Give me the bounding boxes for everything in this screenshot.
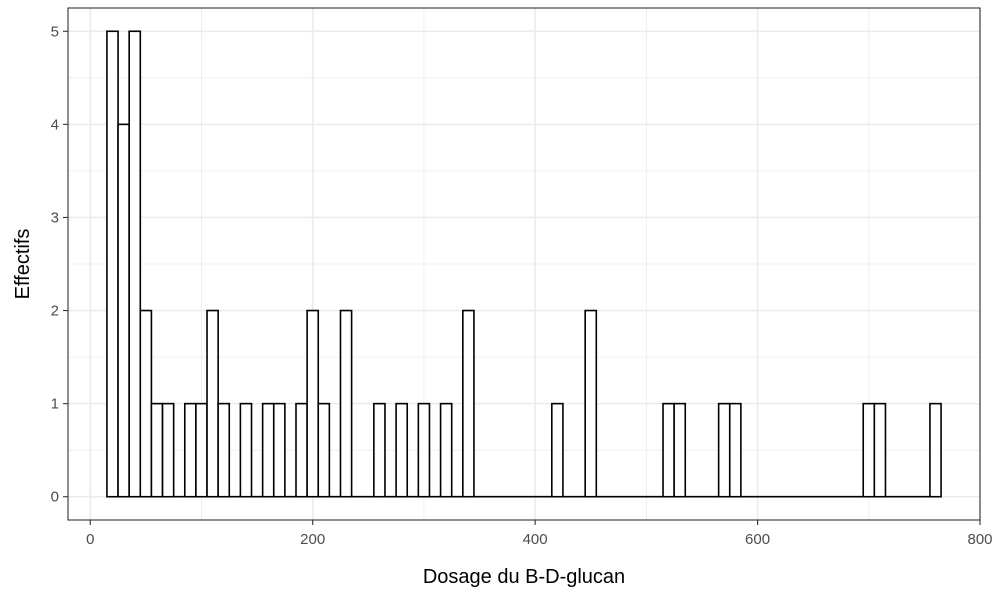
histogram-bar	[317, 402, 331, 498]
y-tick-label: 5	[51, 23, 59, 40]
histogram-bar	[862, 402, 876, 498]
x-tick-label: 600	[745, 531, 770, 548]
histogram-bar	[295, 402, 308, 498]
histogram-bar	[106, 30, 119, 498]
histogram-bar	[373, 402, 386, 498]
histogram-bar	[217, 402, 231, 498]
histogram-bar	[150, 402, 164, 498]
x-axis-title: Dosage du B-D-glucan	[423, 566, 625, 588]
histogram-bar	[139, 309, 153, 498]
y-tick-label: 2	[51, 303, 59, 320]
histogram-bar	[161, 402, 175, 498]
histogram-bar	[873, 402, 887, 498]
histogram-bars	[106, 30, 942, 498]
histogram-bar	[206, 309, 219, 498]
x-tick-label: 800	[967, 531, 992, 548]
x-axis-ticks: 0 200 400 600 800	[86, 520, 993, 548]
histogram-bar	[306, 309, 320, 498]
y-axis-title: Effectifs	[12, 229, 34, 300]
histogram-bar	[395, 402, 409, 498]
histogram-bar	[272, 402, 286, 498]
y-axis-ticks: 0 1 2 3 4 5	[51, 23, 68, 506]
x-tick-label: 400	[523, 531, 548, 548]
histogram-bar	[662, 402, 675, 498]
histogram-bar	[417, 402, 431, 498]
histogram-bar	[117, 123, 130, 498]
histogram-bar	[929, 402, 942, 498]
histogram-bar	[673, 402, 687, 498]
x-tick-label: 200	[300, 531, 325, 548]
y-tick-label: 4	[51, 116, 59, 133]
histogram-bar	[183, 402, 197, 498]
y-tick-label: 1	[51, 396, 59, 413]
histogram-bar	[717, 402, 731, 498]
panel-border	[67, 7, 981, 521]
histogram-bar	[551, 402, 564, 498]
histogram-bar	[439, 402, 453, 498]
histogram-bar	[584, 309, 598, 498]
histogram-bar	[239, 402, 253, 498]
histogram-bar	[128, 30, 142, 498]
histogram-bar	[339, 309, 353, 498]
x-tick-label: 0	[86, 531, 94, 548]
histogram-bar	[462, 309, 475, 498]
y-tick-label: 3	[51, 209, 59, 226]
y-tick-label: 0	[51, 489, 59, 506]
histogram-bar	[195, 402, 208, 498]
histogram-bar	[261, 402, 275, 498]
histogram-bar	[728, 402, 742, 498]
